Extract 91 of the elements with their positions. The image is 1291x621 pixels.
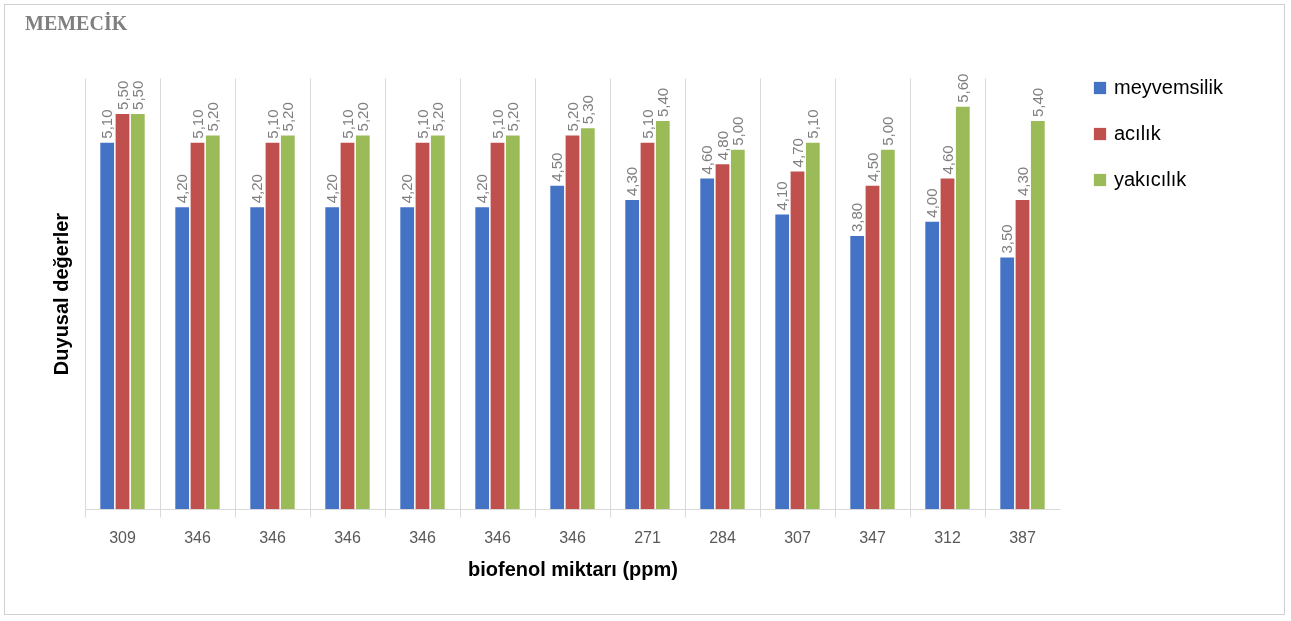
- bar: [805, 142, 820, 509]
- bar: [430, 135, 445, 509]
- data-label: 5,10: [98, 109, 116, 139]
- bar: [925, 221, 940, 509]
- data-label: 5,10: [188, 109, 206, 139]
- bar: [190, 142, 205, 509]
- data-label: 5,60: [953, 73, 971, 103]
- data-label: 5,10: [803, 109, 821, 139]
- data-label: 5,10: [413, 109, 431, 139]
- x-tick-label: 284: [709, 528, 736, 546]
- bar: [640, 142, 655, 509]
- legend-label: yakıcılık: [1114, 168, 1188, 190]
- data-label: 4,60: [938, 145, 956, 175]
- data-label: 4,50: [548, 152, 566, 182]
- x-tick-label: 346: [259, 528, 286, 546]
- x-tick-label: 309: [109, 528, 136, 546]
- data-label: 5,10: [263, 109, 281, 139]
- data-label: 4,60: [698, 145, 716, 175]
- data-label: 4,20: [173, 174, 191, 204]
- x-tick-label: 346: [409, 528, 436, 546]
- bar: [415, 142, 430, 509]
- data-label: 4,20: [323, 174, 341, 204]
- data-label: 4,00: [923, 188, 941, 218]
- data-label: 4,80: [713, 131, 731, 161]
- data-label: 5,50: [113, 80, 131, 110]
- data-label: 5,50: [128, 80, 146, 110]
- bar: [130, 113, 145, 509]
- legend-label: acılık: [1114, 122, 1162, 144]
- bar: [505, 135, 520, 509]
- bar: [100, 142, 115, 509]
- bar: [355, 135, 370, 509]
- bar: [700, 178, 715, 509]
- data-label: 5,00: [728, 116, 746, 146]
- bar: [325, 207, 340, 509]
- bar: [625, 200, 640, 509]
- bar: [565, 135, 580, 509]
- x-tick-label: 271: [634, 528, 661, 546]
- x-tick-label: 307: [784, 528, 811, 546]
- bar: [880, 149, 895, 509]
- bar: [865, 185, 880, 509]
- bar: [790, 171, 805, 509]
- bar: [940, 178, 955, 509]
- bar: [550, 185, 565, 509]
- data-label: 4,20: [248, 174, 266, 204]
- data-label: 4,10: [773, 181, 791, 211]
- data-label: 5,40: [653, 87, 671, 118]
- bar: [250, 207, 265, 509]
- bar: [265, 142, 280, 509]
- bar: [400, 207, 415, 509]
- x-tick-label: 312: [934, 528, 961, 546]
- x-tick-label: 347: [859, 528, 886, 546]
- bar: [1000, 257, 1015, 509]
- bar: [280, 135, 295, 509]
- bar: [580, 128, 595, 509]
- bar: [115, 113, 130, 509]
- y-axis-title: Duyusal değerler: [49, 212, 72, 376]
- data-label: 4,50: [863, 152, 881, 182]
- bar: [1030, 121, 1045, 509]
- bar: [775, 214, 790, 509]
- bar: [955, 106, 970, 509]
- bar: [490, 142, 505, 509]
- bar: [475, 207, 490, 509]
- x-tick-label: 346: [484, 528, 511, 546]
- data-label: 4,70: [788, 138, 806, 168]
- x-axis-title: biofenol miktarı (ppm): [468, 557, 678, 580]
- bar: [715, 164, 730, 509]
- x-tick-label: 346: [184, 528, 211, 546]
- data-label: 5,10: [638, 109, 656, 139]
- bar: [205, 135, 220, 509]
- bar: [340, 142, 355, 509]
- data-label: 5,10: [488, 109, 506, 139]
- data-label: 3,50: [998, 224, 1016, 254]
- x-tick-label: 387: [1009, 528, 1036, 546]
- data-label: 5,40: [1028, 87, 1046, 118]
- x-tick-label: 346: [559, 528, 586, 546]
- data-label: 3,80: [848, 202, 866, 233]
- legend-label: meyvemsilik: [1114, 76, 1224, 98]
- chart-title: MEMECİK: [25, 10, 128, 34]
- data-label: 5,20: [563, 102, 581, 132]
- data-label: 4,30: [1013, 166, 1031, 197]
- data-label: 4,20: [473, 174, 491, 204]
- bar: [850, 236, 865, 509]
- bar: [730, 149, 745, 509]
- bar: [175, 207, 190, 509]
- x-tick-label: 346: [334, 528, 361, 546]
- data-label: 4,20: [398, 174, 416, 204]
- bar: [655, 121, 670, 509]
- bar: [1015, 200, 1030, 509]
- data-label: 4,30: [623, 166, 641, 197]
- data-label: 5,00: [878, 116, 896, 146]
- data-label: 5,10: [338, 109, 356, 139]
